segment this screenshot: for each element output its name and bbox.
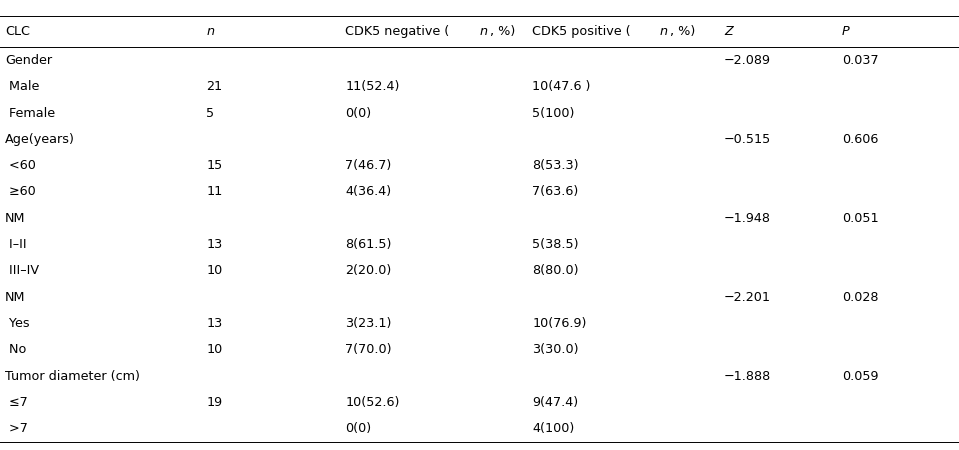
Text: 10: 10	[206, 265, 222, 277]
Text: ≥60: ≥60	[5, 185, 35, 198]
Text: 7(46.7): 7(46.7)	[345, 159, 391, 172]
Text: −1.888: −1.888	[724, 369, 771, 382]
Text: 15: 15	[206, 159, 222, 172]
Text: 3(30.0): 3(30.0)	[532, 343, 578, 356]
Text: −2.089: −2.089	[724, 54, 771, 67]
Text: n: n	[480, 25, 488, 38]
Text: −2.201: −2.201	[724, 291, 771, 304]
Text: 5(38.5): 5(38.5)	[532, 238, 578, 251]
Text: 0.051: 0.051	[842, 212, 878, 225]
Text: NM: NM	[5, 291, 25, 304]
Text: 5: 5	[206, 107, 214, 120]
Text: 8(61.5): 8(61.5)	[345, 238, 391, 251]
Text: −1.948: −1.948	[724, 212, 771, 225]
Text: 0.606: 0.606	[842, 133, 878, 146]
Text: 3(23.1): 3(23.1)	[345, 317, 391, 330]
Text: 8(53.3): 8(53.3)	[532, 159, 578, 172]
Text: I–II: I–II	[5, 238, 27, 251]
Text: 11(52.4): 11(52.4)	[345, 80, 400, 93]
Text: 9(47.4): 9(47.4)	[532, 396, 578, 409]
Text: 10(52.6): 10(52.6)	[345, 396, 400, 409]
Text: III–IV: III–IV	[5, 265, 39, 277]
Text: >7: >7	[5, 422, 28, 435]
Text: P: P	[842, 25, 850, 38]
Text: 0.037: 0.037	[842, 54, 878, 67]
Text: 7(70.0): 7(70.0)	[345, 343, 391, 356]
Text: CLC: CLC	[5, 25, 30, 38]
Text: No: No	[5, 343, 26, 356]
Text: 11: 11	[206, 185, 222, 198]
Text: 0(0): 0(0)	[345, 107, 371, 120]
Text: 2(20.0): 2(20.0)	[345, 265, 391, 277]
Text: NM: NM	[5, 212, 25, 225]
Text: 21: 21	[206, 80, 222, 93]
Text: <60: <60	[5, 159, 35, 172]
Text: 13: 13	[206, 238, 222, 251]
Text: Yes: Yes	[5, 317, 30, 330]
Text: 7(63.6): 7(63.6)	[532, 185, 578, 198]
Text: 0.059: 0.059	[842, 369, 878, 382]
Text: Gender: Gender	[5, 54, 52, 67]
Text: Female: Female	[5, 107, 55, 120]
Text: 10(47.6 ): 10(47.6 )	[532, 80, 591, 93]
Text: Z: Z	[724, 25, 733, 38]
Text: 5(100): 5(100)	[532, 107, 574, 120]
Text: CDK5 negative (: CDK5 negative (	[345, 25, 450, 38]
Text: , %): , %)	[490, 25, 516, 38]
Text: 19: 19	[206, 396, 222, 409]
Text: n: n	[660, 25, 667, 38]
Text: CDK5 positive (: CDK5 positive (	[532, 25, 631, 38]
Text: , %): , %)	[670, 25, 695, 38]
Text: 4(100): 4(100)	[532, 422, 574, 435]
Text: Age(years): Age(years)	[5, 133, 75, 146]
Text: 8(80.0): 8(80.0)	[532, 265, 578, 277]
Text: 4(36.4): 4(36.4)	[345, 185, 391, 198]
Text: 13: 13	[206, 317, 222, 330]
Text: −0.515: −0.515	[724, 133, 771, 146]
Text: n: n	[206, 25, 214, 38]
Text: 10(76.9): 10(76.9)	[532, 317, 587, 330]
Text: ≤7: ≤7	[5, 396, 28, 409]
Text: 10: 10	[206, 343, 222, 356]
Text: 0(0): 0(0)	[345, 422, 371, 435]
Text: 0.028: 0.028	[842, 291, 878, 304]
Text: Tumor diameter (cm): Tumor diameter (cm)	[5, 369, 140, 382]
Text: Male: Male	[5, 80, 39, 93]
